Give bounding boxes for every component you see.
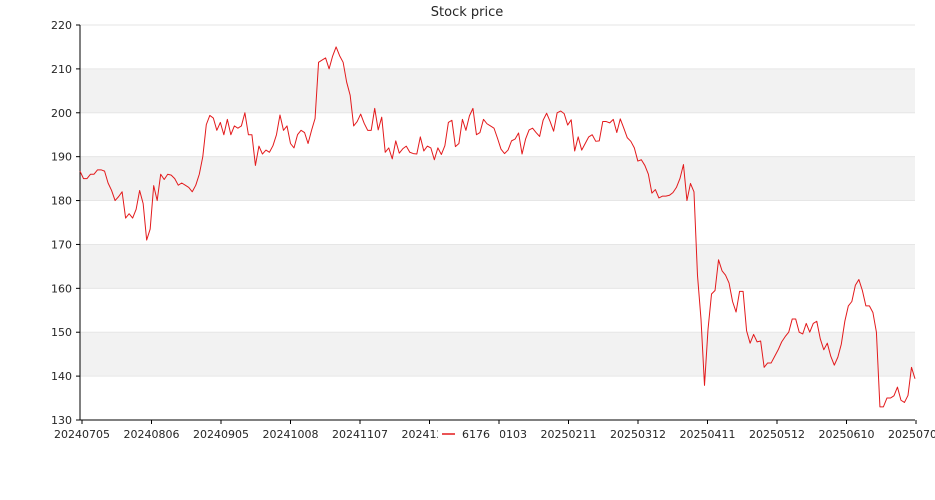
y-tick-label: 130 [51, 414, 72, 427]
legend: 6176 [438, 426, 500, 442]
legend-label: 6176 [462, 428, 490, 441]
axes [79, 25, 915, 421]
y-tick-label: 190 [51, 151, 72, 164]
grid-band [80, 68, 915, 113]
y-tick-label: 160 [51, 282, 72, 295]
x-tick-label: 20240905 [193, 428, 249, 441]
x-tick-label: 20250312 [610, 428, 666, 441]
series-layer [79, 46, 916, 408]
y-tick-label: 180 [51, 195, 72, 208]
x-tick-label: 20240806 [124, 428, 180, 441]
chart-title: Stock price [431, 5, 503, 20]
grid-band [80, 156, 915, 201]
y-tick-label: 150 [51, 326, 72, 339]
x-tick-label: 20250708 [888, 428, 935, 441]
x-tick-label: 20240705 [54, 428, 110, 441]
grid-band [80, 244, 915, 289]
x-tick-label: 20250411 [680, 428, 736, 441]
x-tick-label: 20241107 [332, 428, 388, 441]
y-tick-label: 170 [51, 238, 72, 251]
y-tick-label: 200 [51, 107, 72, 120]
y-tick-label: 220 [51, 19, 72, 32]
grid-bands [80, 24, 915, 421]
x-tick-label: 20241008 [263, 428, 319, 441]
series-line [79, 46, 916, 408]
y-tick-label: 140 [51, 370, 72, 383]
y-tick-label: 210 [51, 63, 72, 76]
grid-band [80, 332, 915, 377]
y-axis-ticks: 130 140 150 160 170 180 190 200 210 220 [51, 19, 80, 427]
x-tick-label: 20250512 [749, 428, 805, 441]
x-tick-label: 20250211 [541, 428, 597, 441]
x-tick-label: 20250610 [819, 428, 875, 441]
legend-background [438, 426, 500, 442]
